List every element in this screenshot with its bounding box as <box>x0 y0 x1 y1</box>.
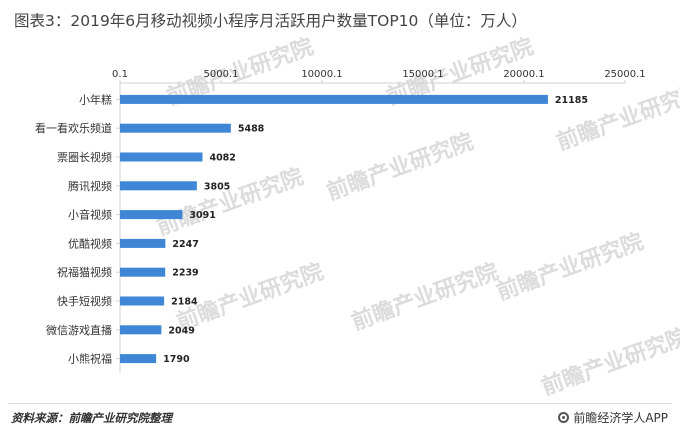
data-label: 4082 <box>209 153 235 164</box>
chart-title: 图表3：2019年6月移动视频小程序月活跃用户数量TOP10（单位：万人） <box>14 12 527 30</box>
x-tick-label: 5000.1 <box>204 69 239 80</box>
x-tick-label: 20000.1 <box>503 69 544 80</box>
category-label: 票圈长视频 <box>57 150 112 164</box>
data-label: 21185 <box>555 95 588 106</box>
category-label: 腾讯视频 <box>68 179 112 193</box>
data-label: 5488 <box>238 124 265 135</box>
category-label: 微信游戏直播 <box>46 323 112 337</box>
bar <box>120 238 166 248</box>
bar <box>120 210 183 220</box>
category-label: 小年糕 <box>79 92 112 106</box>
bar <box>120 354 157 364</box>
data-label: 3091 <box>189 210 215 221</box>
category-label: 祝福猫视频 <box>57 265 112 279</box>
data-label: 3805 <box>204 181 230 192</box>
bar <box>120 123 231 133</box>
data-label: 2049 <box>168 325 194 336</box>
category-label: 小熊祝福 <box>68 352 112 366</box>
bar-layer: 小年糕 21185 看一看欢乐频道 5488 票圈长视频 4082 腾讯视频 3805 小音视频… <box>35 92 588 365</box>
bar <box>120 267 166 277</box>
category-label: 看一看欢乐频道 <box>35 121 112 135</box>
data-label: 2247 <box>172 239 198 250</box>
category-label: 优酷视频 <box>68 236 112 250</box>
bar <box>120 152 203 162</box>
watermark-text: 前瞻产业研究院 <box>323 129 477 206</box>
x-tick-label: 15000.1 <box>402 69 443 80</box>
category-label: 快手短视频 <box>57 294 112 308</box>
watermark-text: 前瞻产业研究院 <box>538 324 680 401</box>
brand-credit: 前瞻经济学人APP <box>558 409 668 426</box>
brand-name: 前瞻经济学人APP <box>573 411 668 425</box>
watermark-text: 前瞻产业研究院 <box>553 79 680 156</box>
x-tick-label: 0.1 <box>112 69 128 80</box>
category-label: 小音视频 <box>68 208 112 222</box>
data-label: 2184 <box>171 297 198 308</box>
watermark-text: 前瞻产业研究院 <box>348 259 502 336</box>
x-tick-label: 10000.1 <box>301 69 342 80</box>
bar <box>120 296 165 306</box>
data-label: 2239 <box>172 268 198 279</box>
bar <box>120 181 197 191</box>
watermark-text: 前瞻产业研究院 <box>493 229 647 306</box>
source-note: 资料来源：前瞻产业研究院整理 <box>11 411 172 425</box>
bar <box>120 94 548 104</box>
footer-divider <box>8 403 672 404</box>
axis-layer: 0.1 5000.1 10000.1 15000.1 20000.1 25000.1 <box>112 69 646 373</box>
brand-logo-icon <box>558 412 570 423</box>
bar <box>120 325 162 335</box>
watermark-text: 前瞻产业研究院 <box>153 164 307 241</box>
data-label: 1790 <box>163 354 190 365</box>
x-tick-label: 25000.1 <box>604 69 645 80</box>
